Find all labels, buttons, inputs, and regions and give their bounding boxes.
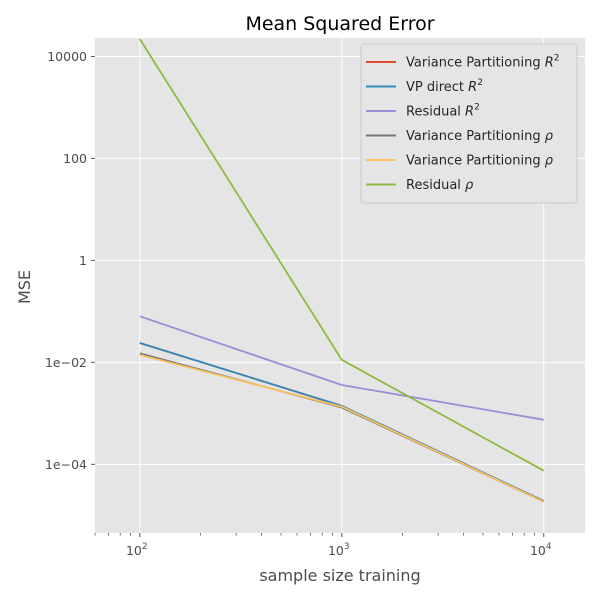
legend-math-symbol: R [545,56,554,71]
minor-ticks [94,533,535,536]
legend-label: Variance Partitioning R2 [406,54,560,71]
y-tick-label: 1e−04 [45,457,87,472]
chart-title: Mean Squared Error [245,13,434,35]
x-tick-label: 102 [126,542,148,558]
y-tick-label: 100 [63,151,87,166]
legend-math-superscript: 2 [474,103,480,113]
legend-series-name: Variance Partitioning [406,56,541,71]
y-tick-label: 1 [79,253,87,268]
legend-box [360,43,578,204]
legend-math-symbol: R [468,80,477,95]
legend-math-symbol: ρ [545,129,554,144]
y-axis-label: MSE [15,270,34,304]
legend-series-name: Residual [406,178,461,193]
legend-series-name: Variance Partitioning [406,154,541,169]
series-line [139,354,545,503]
series-line [139,315,544,421]
series-line [139,38,545,472]
legend-math-superscript: 2 [477,78,483,88]
y-tick-label: 1e−02 [45,355,87,370]
y-tick-label: 10000 [47,49,87,64]
legend-math-superscript: 2 [554,54,560,64]
x-tick-label: 104 [530,542,552,558]
legend-series-name: Residual [406,105,461,120]
x-tick-label: 103 [328,542,350,558]
legend-math-symbol: R [465,105,474,120]
x-axis: 102 103 104 [126,533,552,558]
legend-series-name: VP direct [406,80,464,95]
legend-label: Residual R2 [406,103,480,120]
legend-label: Variance Partitioning ρ [406,154,554,169]
y-axis: 10000 100 1 1e−02 1e−04 [45,49,95,472]
legend-math-symbol: ρ [545,154,554,169]
legend-math-symbol: ρ [465,178,474,193]
legend-label: Residual ρ [406,178,474,193]
series-lines [139,38,545,503]
x-axis-label: sample size training [259,566,420,585]
legend-label: VP direct R2 [406,78,483,95]
legend-series-name: Variance Partitioning [406,129,541,144]
legend-label: Variance Partitioning ρ [406,129,554,144]
